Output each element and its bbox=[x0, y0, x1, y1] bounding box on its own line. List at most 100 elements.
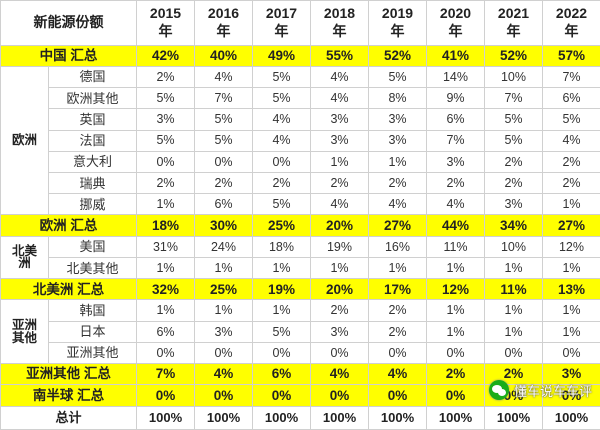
value-cell: 4% bbox=[368, 193, 427, 216]
value-cell: 14% bbox=[426, 65, 485, 89]
total-cell: 4% bbox=[194, 363, 253, 386]
table-row: 北美其他 1% 1% 1% 1% 1% 1% 1% 1% bbox=[1, 256, 600, 280]
value-cell: 5% bbox=[484, 108, 543, 131]
country-label: 亚洲其他 bbox=[48, 341, 137, 365]
total-cell: 27% bbox=[368, 214, 427, 237]
grand-total-cell: 100% bbox=[252, 405, 311, 430]
country-label: 美国 bbox=[48, 235, 137, 258]
region-label-asia-other: 亚洲 其他 bbox=[0, 299, 49, 365]
value-cell: 5% bbox=[252, 65, 311, 89]
value-cell: 6% bbox=[136, 320, 195, 343]
country-label: 欧洲其他 bbox=[48, 87, 137, 110]
value-cell: 3% bbox=[194, 320, 253, 343]
value-cell: 3% bbox=[426, 150, 485, 174]
grand-total-cell: 100% bbox=[426, 405, 485, 430]
total-cell: 27% bbox=[542, 214, 600, 237]
total-cell: 13% bbox=[542, 278, 600, 301]
value-cell: 0% bbox=[136, 150, 195, 174]
country-label: 韩国 bbox=[48, 299, 137, 322]
total-label: 欧洲 汇总 bbox=[0, 214, 137, 237]
value-cell: 7% bbox=[194, 87, 253, 110]
value-cell: 0% bbox=[368, 341, 427, 365]
table-row: 北美 洲 美国 31% 24% 18% 19% 16% 11% 10% 12% bbox=[0, 235, 600, 280]
value-cell: 18% bbox=[252, 235, 311, 258]
value-cell: 3% bbox=[368, 108, 427, 131]
value-cell: 4% bbox=[310, 87, 369, 110]
grand-total-cell: 100% bbox=[484, 405, 543, 430]
total-cell: 0% bbox=[484, 384, 543, 407]
total-cell: 0% bbox=[194, 384, 253, 407]
total-cell: 57% bbox=[542, 44, 600, 67]
table-row: 日本 6% 3% 5% 3% 2% 1% 1% 1% bbox=[1, 320, 600, 343]
total-cell: 2% bbox=[484, 363, 543, 386]
value-cell: 1% bbox=[136, 299, 195, 322]
total-cell: 44% bbox=[426, 214, 485, 237]
grand-total-cell: 100% bbox=[136, 405, 195, 430]
total-cell: 0% bbox=[136, 384, 195, 407]
value-cell: 3% bbox=[310, 108, 369, 131]
value-cell: 1% bbox=[368, 256, 427, 280]
value-cell: 5% bbox=[136, 129, 195, 152]
total-cell: 34% bbox=[484, 214, 543, 237]
value-cell: 11% bbox=[426, 235, 485, 258]
value-cell: 6% bbox=[426, 108, 485, 131]
value-cell: 1% bbox=[542, 193, 600, 216]
value-cell: 7% bbox=[484, 87, 543, 110]
value-cell: 10% bbox=[484, 65, 543, 89]
value-cell: 5% bbox=[194, 108, 253, 131]
total-cell: 6% bbox=[252, 363, 311, 386]
north-america-total-row: 北美洲 汇总 32% 25% 19% 20% 17% 12% 11% 13% bbox=[0, 278, 600, 301]
value-cell: 12% bbox=[542, 235, 600, 258]
value-cell: 5% bbox=[252, 87, 311, 110]
value-cell: 0% bbox=[252, 150, 311, 174]
total-cell: 42% bbox=[136, 44, 195, 67]
value-cell: 7% bbox=[426, 129, 485, 152]
total-cell: 0% bbox=[310, 384, 369, 407]
southern-total-row: 南半球 汇总 0% 0% 0% 0% 0% 0% 0% 0% bbox=[0, 384, 600, 407]
value-cell: 24% bbox=[194, 235, 253, 258]
year-header: 2019 年 bbox=[368, 0, 427, 46]
table-row: 亚洲其他 0% 0% 0% 0% 0% 0% 0% 0% bbox=[1, 341, 600, 365]
value-cell: 8% bbox=[368, 87, 427, 110]
value-cell: 5% bbox=[252, 193, 311, 216]
value-cell: 5% bbox=[484, 129, 543, 152]
country-label: 北美其他 bbox=[48, 256, 137, 280]
value-cell: 0% bbox=[542, 341, 600, 365]
value-cell: 2% bbox=[368, 320, 427, 343]
total-cell: 11% bbox=[484, 278, 543, 301]
total-cell: 17% bbox=[368, 278, 427, 301]
value-cell: 3% bbox=[484, 193, 543, 216]
country-label: 法国 bbox=[48, 129, 137, 152]
table-row: 法国 5% 5% 4% 3% 3% 7% 5% 4% bbox=[1, 129, 600, 152]
value-cell: 2% bbox=[368, 299, 427, 322]
total-cell: 20% bbox=[310, 214, 369, 237]
value-cell: 1% bbox=[194, 256, 253, 280]
table-row: 意大利 0% 0% 0% 1% 1% 3% 2% 2% bbox=[1, 150, 600, 174]
value-cell: 19% bbox=[310, 235, 369, 258]
value-cell: 1% bbox=[252, 256, 311, 280]
value-cell: 3% bbox=[310, 129, 369, 152]
value-cell: 1% bbox=[484, 299, 543, 322]
value-cell: 0% bbox=[136, 341, 195, 365]
value-cell: 31% bbox=[136, 235, 195, 258]
value-cell: 1% bbox=[542, 256, 600, 280]
value-cell: 2% bbox=[310, 171, 369, 195]
year-header: 2016 年 bbox=[194, 0, 253, 46]
value-cell: 3% bbox=[368, 129, 427, 152]
year-header: 2015 年 bbox=[136, 0, 195, 46]
total-cell: 4% bbox=[368, 363, 427, 386]
total-cell: 25% bbox=[252, 214, 311, 237]
total-cell: 55% bbox=[310, 44, 369, 67]
value-cell: 2% bbox=[484, 171, 543, 195]
value-cell: 3% bbox=[310, 320, 369, 343]
grand-total-row: 总计 100% 100% 100% 100% 100% 100% 100% 10… bbox=[0, 405, 600, 430]
value-cell: 1% bbox=[368, 150, 427, 174]
value-cell: 4% bbox=[310, 65, 369, 89]
corner-title: 新能源份额 bbox=[0, 0, 137, 46]
total-cell: 0% bbox=[542, 384, 600, 407]
value-cell: 1% bbox=[136, 193, 195, 216]
grand-total-cell: 100% bbox=[542, 405, 600, 430]
total-cell: 25% bbox=[194, 278, 253, 301]
total-cell: 32% bbox=[136, 278, 195, 301]
total-label: 亚洲其他 汇总 bbox=[0, 363, 137, 386]
